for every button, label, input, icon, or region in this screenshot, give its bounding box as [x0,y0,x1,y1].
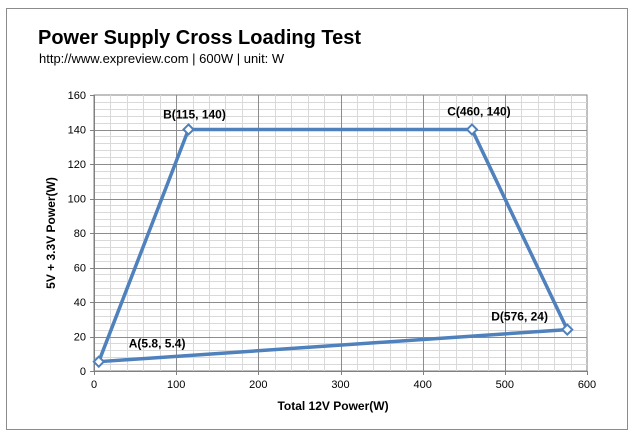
x-tick-label: 200 [249,379,267,391]
chart-subtitle: http://www.expreview.com | 600W | unit: … [39,51,285,66]
y-tick-label: 160 [68,90,86,102]
x-tick-label: 400 [413,379,431,391]
y-axis-title: 5V + 3.3V Power(W) [44,177,58,289]
y-tick-label: 20 [74,332,86,344]
x-tick-label: 600 [578,379,596,391]
data-point-label: B(115, 140) [163,108,226,122]
data-point-marker [465,123,479,136]
x-axis-title: Total 12V Power(W) [277,399,388,413]
y-tick-label: 60 [74,263,86,275]
x-tick-label: 300 [331,379,349,391]
data-point-marker [182,123,195,136]
x-tick-label: 100 [167,379,185,391]
series-layer [92,123,574,369]
data-point-marker [560,323,574,337]
y-tick-label: 140 [68,125,86,137]
data-point-label: D(576, 24) [491,310,548,324]
label-layer: A(5.8, 5.4) B(115, 140) C(460, 140) D(576, … [129,105,548,351]
x-tick-label: 0 [91,379,97,391]
data-point-label: C(460, 140) [447,105,510,119]
y-tick-label: 120 [68,159,86,171]
y-tick-label: 40 [74,297,86,309]
axis-layer: 0 100 200 300 400 500 600 0 20 40 60 80 100 120 140 160 [68,90,597,391]
y-tick-label: 100 [68,194,86,206]
chart-title: Power Supply Cross Loading Test [38,27,362,49]
data-point-marker [92,355,106,369]
y-tick-label: 0 [80,366,86,378]
grid-layer [93,94,588,372]
data-point-label: A(5.8, 5.4) [129,337,186,351]
y-tick-label: 80 [74,228,86,240]
x-tick-label: 500 [496,379,514,391]
